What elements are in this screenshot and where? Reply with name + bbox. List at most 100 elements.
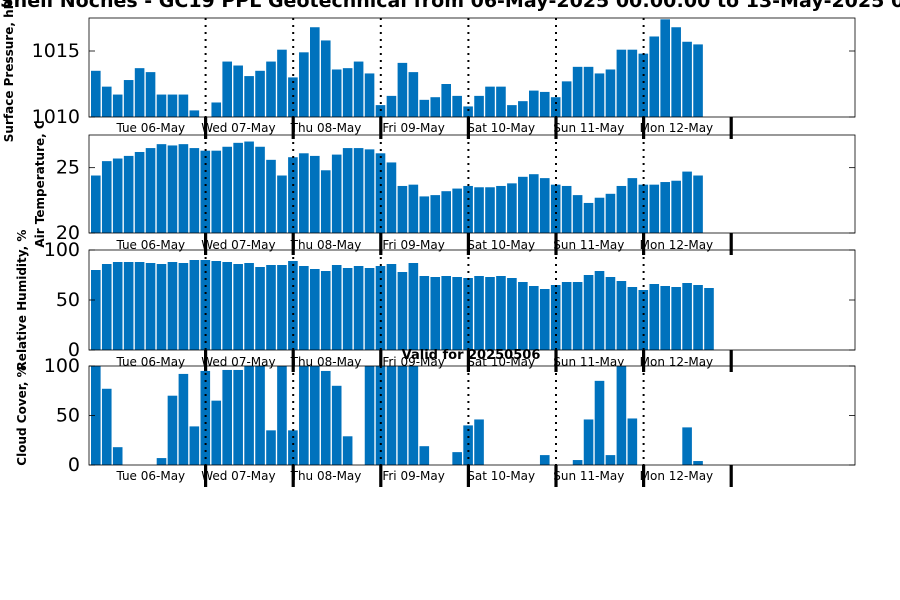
data-bar: [101, 388, 112, 465]
data-bar: [299, 266, 309, 350]
data-bar: [331, 154, 342, 233]
chart-panel-3: 0 50 100 Tue 06-May Wed 07-May Thu 08-May Fri …: [15, 230, 856, 372]
data-bar: [167, 94, 178, 117]
data-bar: [397, 62, 408, 117]
data-bar: [638, 53, 649, 117]
data-bar: [353, 266, 364, 350]
data-bar: [310, 269, 320, 350]
data-bar: [649, 36, 660, 118]
data-bar: [167, 145, 178, 233]
data-bar: [572, 195, 583, 233]
data-bar: [452, 95, 462, 117]
chart-panel-4: 0 50 100 Tue 06-May Wed 07-May Thu 08-May Fri …: [15, 355, 856, 487]
data-bar: [134, 262, 145, 350]
data-bar: [299, 52, 309, 117]
x-day-label: Tue 06-May: [115, 469, 185, 483]
data-bar: [123, 80, 134, 117]
x-day-label: Tue 06-May: [115, 121, 185, 135]
data-bar: [441, 84, 451, 117]
data-bar: [539, 91, 550, 117]
data-bar: [550, 184, 561, 233]
data-bar: [101, 264, 112, 350]
x-day-label: Fri 09-May: [382, 121, 445, 135]
data-bar: [91, 175, 101, 233]
data-bar: [222, 369, 232, 465]
data-bar: [364, 73, 375, 117]
data-bar: [474, 95, 484, 117]
data-bar: [310, 155, 320, 233]
x-day-label: Tue 06-May: [115, 355, 185, 369]
data-bar: [211, 102, 222, 117]
data-bar: [167, 395, 178, 465]
data-bar: [91, 270, 101, 350]
data-bar: [693, 461, 703, 465]
x-day-label: Wed 07-May: [201, 469, 275, 483]
y-tick-label: 50: [56, 289, 80, 311]
data-bar: [244, 366, 254, 465]
data-bar: [397, 185, 408, 233]
data-bar: [178, 263, 189, 350]
data-bar: [594, 73, 605, 117]
y-tick-label: 20: [56, 222, 80, 244]
data-bar: [134, 68, 145, 117]
data-bar: [485, 277, 495, 350]
data-bar: [211, 150, 222, 233]
data-bar: [474, 419, 484, 465]
data-bar: [386, 162, 397, 233]
data-bar: [529, 174, 539, 233]
data-bar: [145, 263, 156, 350]
data-bar: [277, 175, 287, 233]
data-bar: [342, 436, 353, 465]
data-bar: [419, 446, 430, 465]
data-bar: [550, 97, 561, 117]
x-day-label: Sat 10-May: [467, 238, 535, 252]
data-bar: [222, 146, 232, 233]
x-day-label: Thu 08-May: [290, 355, 362, 369]
data-bar: [320, 370, 331, 465]
data-bar: [671, 27, 681, 118]
data-bar: [331, 69, 342, 117]
data-bar: [189, 260, 200, 350]
data-bar: [145, 148, 156, 233]
data-bar: [101, 161, 112, 233]
data-bar: [572, 460, 583, 465]
data-bar: [211, 400, 222, 465]
data-bar: [583, 66, 594, 117]
data-bar: [561, 185, 572, 233]
data-bar: [244, 263, 254, 350]
chart-panel-1: 1010 1015 Tue 06-May Wed 07-May Thu 08-May Fr…: [2, 0, 856, 142]
y-axis-label: Surface Pressure, hPa: [2, 0, 16, 142]
data-bar: [255, 366, 265, 465]
data-bar: [266, 159, 276, 233]
data-bar: [627, 418, 638, 465]
x-day-label: Fri 09-May: [382, 238, 445, 252]
data-bar: [474, 187, 484, 233]
data-bar: [507, 183, 517, 233]
data-bar: [529, 90, 539, 117]
y-tick-label: 25: [56, 157, 80, 179]
data-bar: [112, 94, 123, 117]
x-day-label: Fri 09-May: [382, 355, 445, 369]
x-day-label: Thu 08-May: [290, 121, 362, 135]
data-bar: [320, 271, 331, 350]
x-day-label: Sun 11-May: [553, 355, 624, 369]
x-day-label: Sun 11-May: [553, 238, 624, 252]
data-bar: [430, 97, 441, 117]
y-axis-label: Cloud Cover, %: [15, 365, 29, 465]
x-day-label: Tue 06-May: [115, 238, 185, 252]
x-day-label: Mon 12-May: [640, 238, 714, 252]
y-axis-label: Relative Humidity, %: [15, 230, 29, 371]
data-bar: [485, 86, 495, 117]
data-bar: [474, 276, 484, 350]
data-bar: [682, 427, 692, 465]
data-bar: [671, 180, 681, 233]
x-day-label: Fri 09-May: [382, 469, 445, 483]
data-bar: [233, 369, 243, 465]
data-bar: [408, 366, 419, 465]
data-bar: [255, 267, 265, 350]
data-bar: [452, 188, 462, 233]
data-bar: [310, 366, 320, 465]
data-bar: [91, 70, 101, 117]
chart-panel-2: 20 25 Tue 06-May Wed 07-May Thu 08-May Fri 09…: [33, 120, 856, 255]
data-bar: [561, 81, 572, 117]
